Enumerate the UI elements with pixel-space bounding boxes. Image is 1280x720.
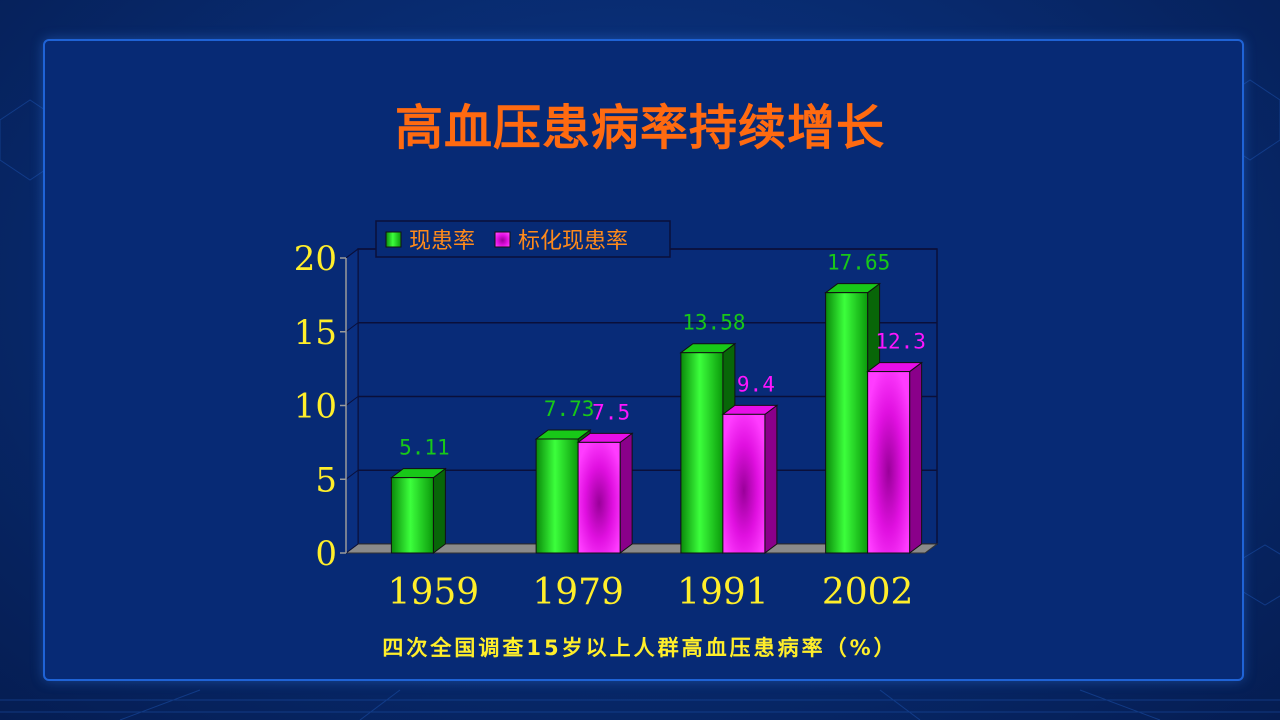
bar — [867, 371, 911, 554]
y-tick-label: 10 — [294, 387, 337, 427]
y-tick-label: 20 — [294, 239, 337, 279]
bar — [825, 292, 869, 554]
data-label: 17.65 — [827, 251, 890, 275]
x-tick-label: 2002 — [822, 572, 914, 613]
data-label: 5.11 — [399, 436, 450, 460]
bar — [535, 438, 579, 554]
data-label: 7.5 — [592, 400, 630, 424]
y-tick-label: 0 — [315, 534, 337, 574]
gridline-side — [345, 469, 359, 480]
bar-side — [432, 467, 446, 554]
data-label: 12.3 — [875, 330, 926, 354]
bar-side — [764, 404, 778, 554]
gridline-side — [345, 396, 359, 406]
x-tick-label: 1991 — [677, 572, 769, 613]
data-label: 13.58 — [682, 311, 745, 335]
x-tick-label: 1959 — [388, 572, 480, 613]
chart-caption: 四次全国调查15岁以上人群高血压患病率（%） — [382, 636, 898, 660]
bar-side — [909, 361, 923, 554]
bar — [577, 441, 621, 554]
slide-title: 高血压患病率持续增长 — [394, 100, 885, 156]
x-tick-label: 1979 — [532, 572, 624, 613]
bar — [390, 477, 434, 554]
legend-label: 现患率 — [409, 229, 475, 254]
legend-swatch — [494, 231, 511, 248]
y-tick-label: 15 — [294, 313, 337, 353]
legend-box — [375, 220, 671, 258]
bar — [722, 413, 766, 554]
legend-swatch — [385, 231, 402, 248]
data-label: 7.73 — [544, 397, 595, 421]
gridline-side — [345, 248, 359, 259]
y-tick-label: 5 — [315, 460, 337, 500]
gridline-side — [345, 322, 359, 333]
bar-side — [619, 432, 633, 554]
bar — [680, 352, 724, 554]
data-label: 9.4 — [737, 372, 775, 396]
legend-label: 标化现患率 — [518, 229, 628, 254]
